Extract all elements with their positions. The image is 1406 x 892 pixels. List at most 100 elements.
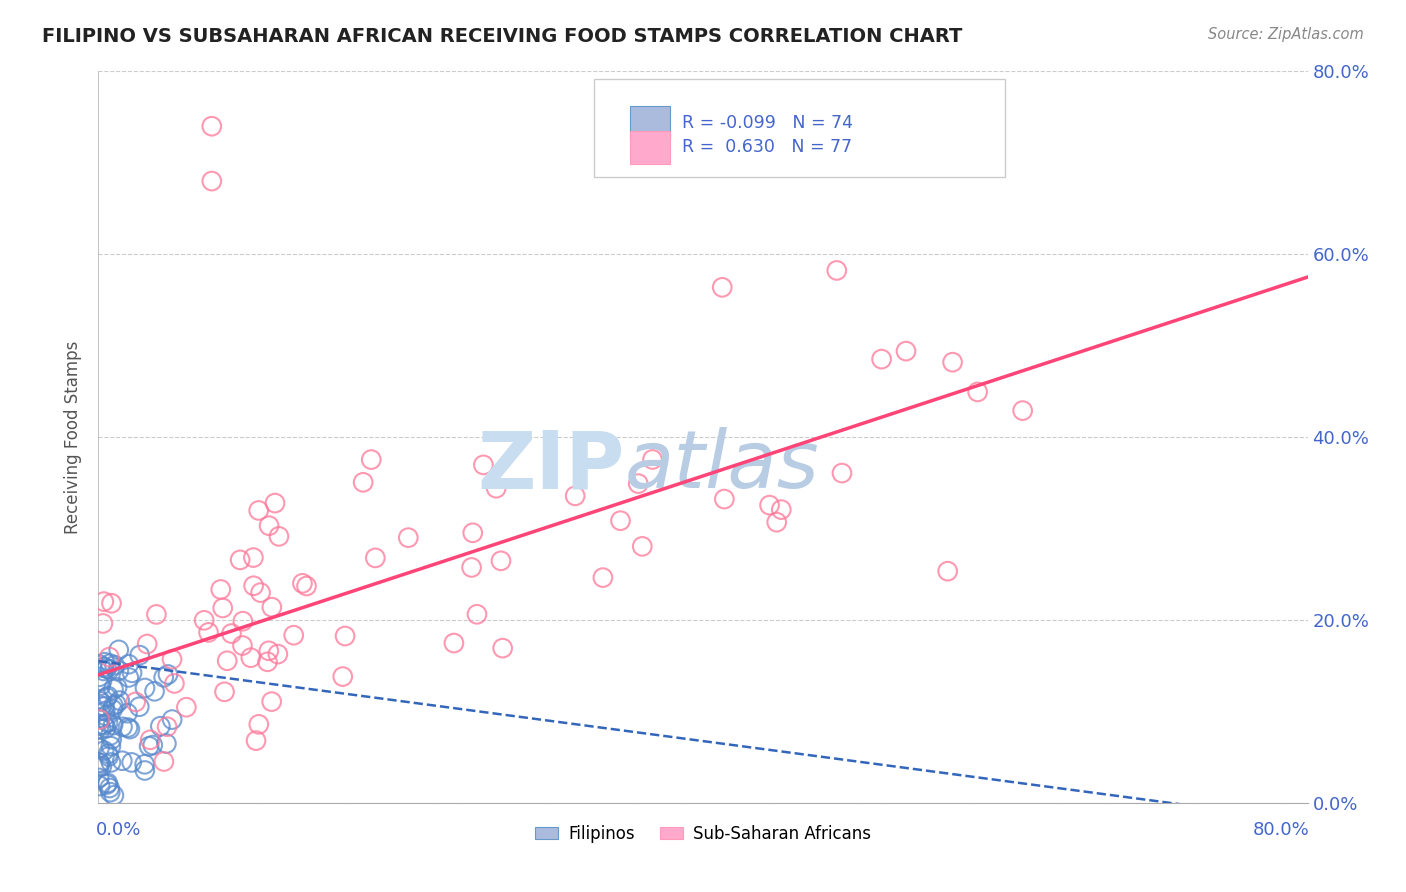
Point (91, 616, 114, 631)
Point (97, 749, 120, 764)
Point (472, 458, 495, 472)
Text: R =  0.630   N = 77: R = 0.630 N = 77 (682, 138, 852, 156)
Point (193, 613, 215, 627)
Point (870, 352, 893, 367)
Point (89, 711, 111, 725)
Point (103, 658, 125, 673)
Point (96, 690, 118, 705)
Point (461, 525, 484, 540)
Point (443, 636, 465, 650)
Point (163, 676, 186, 690)
Point (90, 698, 112, 713)
Point (94, 704, 117, 718)
Y-axis label: Receiving Food Stamps: Receiving Food Stamps (65, 341, 83, 533)
Point (89, 741, 111, 756)
Point (153, 755, 176, 769)
Point (118, 670, 141, 684)
Point (134, 764, 156, 778)
Point (89, 679, 111, 693)
Point (91, 674, 114, 689)
Point (98, 657, 121, 671)
Point (98, 650, 121, 665)
Point (94, 721, 117, 735)
Point (118, 657, 141, 672)
Point (149, 719, 172, 733)
Point (98, 729, 121, 743)
Point (101, 702, 124, 716)
Point (89, 756, 111, 771)
Point (936, 564, 959, 578)
Point (176, 700, 198, 714)
Point (89, 670, 111, 684)
Point (89, 779, 111, 793)
Point (143, 684, 166, 698)
Point (89, 759, 111, 773)
Point (631, 540, 654, 554)
Point (97, 689, 120, 703)
FancyBboxPatch shape (630, 131, 671, 164)
Point (894, 344, 917, 359)
Point (491, 641, 513, 656)
Point (257, 518, 280, 533)
Point (641, 452, 664, 467)
Point (156, 667, 179, 681)
Point (160, 713, 183, 727)
Point (136, 637, 159, 651)
Point (89, 713, 111, 727)
Point (117, 721, 139, 735)
Point (364, 550, 387, 565)
Point (201, 174, 224, 188)
Point (460, 560, 482, 574)
Text: 80.0%: 80.0% (1253, 821, 1310, 839)
Point (96, 661, 118, 675)
FancyBboxPatch shape (630, 106, 671, 139)
Point (93, 718, 115, 732)
Point (291, 576, 314, 591)
Point (111, 754, 134, 768)
Point (98, 785, 121, 799)
Point (100, 739, 122, 753)
Point (156, 720, 179, 734)
Point (609, 514, 631, 528)
Point (242, 550, 264, 565)
Point (770, 502, 793, 516)
Point (134, 681, 156, 695)
Text: 0.0%: 0.0% (96, 821, 142, 839)
Point (142, 738, 165, 752)
Point (108, 664, 131, 678)
Point (966, 384, 988, 399)
Point (90, 694, 112, 708)
Point (239, 650, 262, 665)
Point (765, 515, 787, 529)
Point (592, 571, 614, 585)
Legend: Filipinos, Sub-Saharan Africans: Filipinos, Sub-Saharan Africans (529, 818, 877, 849)
Point (264, 496, 287, 510)
Point (485, 481, 508, 495)
Point (267, 529, 290, 543)
Point (97, 747, 120, 761)
Point (134, 757, 156, 772)
Point (242, 579, 264, 593)
Point (107, 643, 129, 657)
Point (97, 776, 120, 790)
Point (211, 601, 233, 615)
Point (231, 639, 253, 653)
Point (105, 681, 128, 695)
Point (564, 489, 586, 503)
Point (489, 554, 512, 568)
Point (713, 491, 735, 506)
Point (139, 732, 162, 747)
Point (295, 579, 318, 593)
Point (209, 582, 232, 597)
Point (96, 777, 118, 791)
Point (89, 718, 111, 732)
Text: ZIP: ZIP (477, 427, 624, 506)
Point (138, 739, 160, 754)
Point (89, 756, 111, 770)
Point (93, 655, 115, 669)
Point (89, 771, 111, 785)
Text: R = -0.099   N = 74: R = -0.099 N = 74 (682, 113, 853, 131)
Point (627, 476, 650, 491)
Point (98, 662, 121, 676)
Point (256, 655, 278, 669)
